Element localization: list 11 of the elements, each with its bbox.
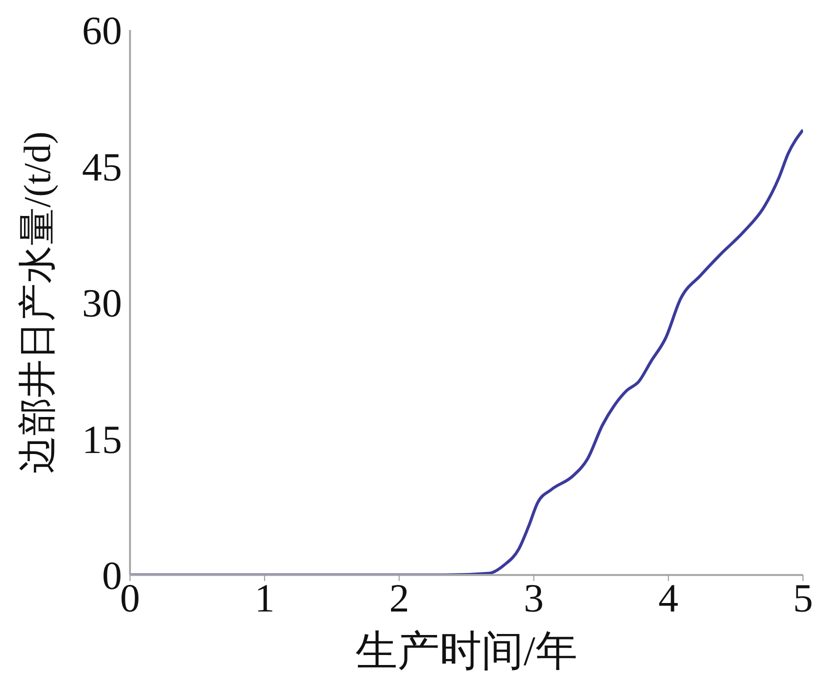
- x-tick-label: 1: [254, 575, 275, 620]
- x-tick-label: 4: [658, 575, 678, 620]
- x-tick-label: 5: [793, 575, 813, 620]
- y-tick-label: 15: [82, 416, 122, 462]
- y-tick-label: 30: [82, 280, 122, 326]
- y-tick-label: 45: [82, 144, 122, 190]
- y-tick-label: 60: [82, 8, 122, 54]
- x-tick-label: 2: [389, 575, 410, 620]
- x-axis-title: 生产时间/年: [356, 629, 578, 675]
- y-axis-title: 边部井日产水量/(t/d): [17, 132, 59, 474]
- x-tick-label: 3: [524, 575, 544, 620]
